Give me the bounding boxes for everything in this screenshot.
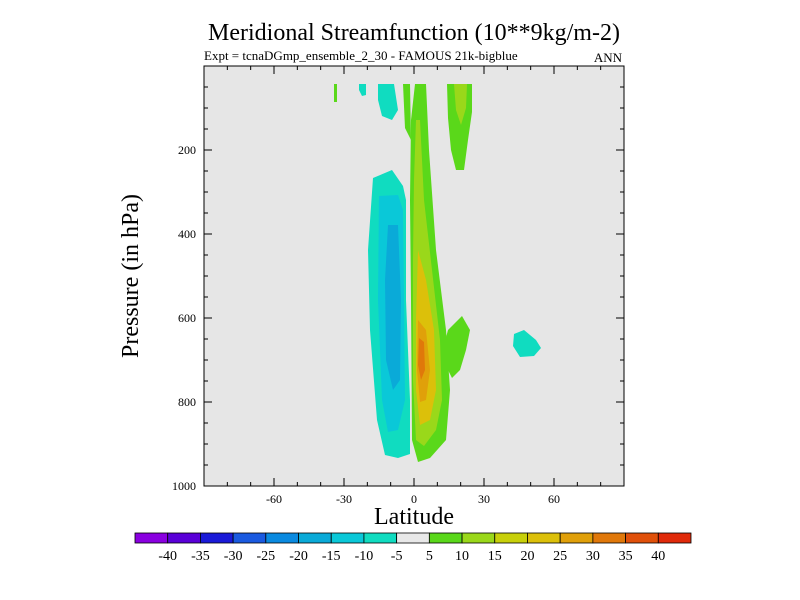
- streak-cyan: [359, 84, 366, 96]
- chart-subtitle: Expt = tcnaDGmp_ensemble_2_30 - FAMOUS 2…: [204, 48, 518, 63]
- x-tick-label: 60: [548, 492, 560, 506]
- colorbar-swatch: [657, 532, 692, 544]
- colorbar-swatch: [232, 532, 267, 544]
- north-blob-green: [444, 316, 470, 378]
- x-tick-label: 30: [478, 492, 490, 506]
- colorbar-label: 40: [651, 549, 665, 564]
- axis-ticks: [204, 66, 624, 487]
- colorbar-label: 15: [488, 549, 502, 564]
- season-label: ANN: [594, 50, 623, 65]
- colorbar-swatch: [625, 532, 659, 544]
- colorbar-label: -25: [256, 549, 275, 564]
- colorbar-label: 5: [426, 549, 433, 564]
- axis-tick-labels: -60 -30 0 30 60 200 400 600 800 1000: [172, 143, 560, 506]
- x-tick-label: 0: [411, 492, 417, 506]
- y-tick-label: 200: [178, 143, 196, 157]
- colorbar-label: -5: [391, 549, 403, 564]
- x-axis-label: Latitude: [374, 504, 454, 530]
- colorbar-label: -40: [158, 549, 177, 564]
- upper-green-patch: [403, 84, 411, 140]
- colorbar-swatch: [265, 532, 299, 544]
- colorbar-swatch: [396, 532, 430, 544]
- colorbar-label: 20: [520, 549, 534, 564]
- x-tick-label: -30: [336, 492, 352, 506]
- colorbar-swatch: [200, 532, 234, 544]
- colorbar-swatch: [527, 532, 561, 544]
- colorbar-label: -35: [191, 549, 210, 564]
- y-tick-label: 400: [178, 227, 196, 241]
- upper-north-tongue-inner: [454, 84, 467, 125]
- y-axis-label: Pressure (in hPa): [118, 194, 144, 358]
- colorbar-label: 10: [455, 549, 469, 564]
- colorbar-label: -10: [355, 549, 374, 564]
- y-tick-label: 800: [178, 395, 196, 409]
- colorbar-label: 25: [553, 549, 567, 564]
- streak-left: [334, 84, 337, 102]
- colorbar-label: -30: [224, 549, 243, 564]
- colorbar-label: -15: [322, 549, 341, 564]
- colorbar-label: 30: [586, 549, 600, 564]
- colorbar-swatch: [134, 532, 169, 544]
- y-tick-label: 1000: [172, 479, 196, 493]
- colorbar-label: -20: [289, 549, 308, 564]
- south-cell-core: [385, 225, 401, 390]
- colorbar-swatch: [494, 532, 528, 544]
- colorbar-swatch: [559, 532, 594, 544]
- colorbar-labels: -40 -35 -30 -25 -20 -15 -10 -5 5 10 15 20 25 30 35 40: [158, 549, 665, 564]
- colorbar-swatch: [428, 532, 463, 544]
- colorbar-swatch: [461, 532, 496, 544]
- north-cell-core: [418, 338, 425, 380]
- far-north-blob: [513, 330, 541, 357]
- colorbar: [134, 532, 692, 544]
- colorbar-swatch: [167, 532, 201, 544]
- contour-fills: [334, 84, 541, 462]
- colorbar-swatch: [592, 532, 626, 544]
- colorbar-swatch: [330, 532, 365, 544]
- colorbar-label: 35: [619, 549, 633, 564]
- y-tick-label: 600: [178, 311, 196, 325]
- chart-title: Meridional Streamfunction (10**9kg/m-2): [208, 20, 620, 46]
- x-tick-label: -60: [266, 492, 282, 506]
- upper-cyan-patch: [378, 84, 398, 120]
- colorbar-swatch: [298, 532, 332, 544]
- colorbar-swatch: [363, 532, 398, 544]
